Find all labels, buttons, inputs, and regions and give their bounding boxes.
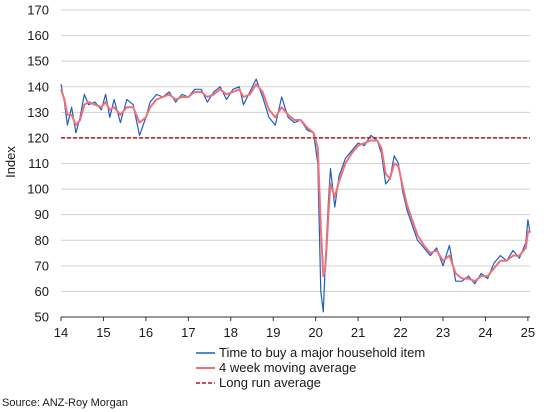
y-tick-label: 140 (27, 79, 49, 94)
series-line-moving-average (60, 83, 531, 283)
x-tick-label: 20 (308, 325, 322, 340)
y-tick-label: 90 (35, 207, 49, 222)
x-tick-label: 14 (54, 325, 68, 340)
y-tick-label: 130 (27, 105, 49, 120)
y-tick-label: 170 (27, 3, 49, 18)
x-tick-label: 21 (351, 325, 365, 340)
y-tick-label: 120 (27, 130, 49, 145)
y-tick-labels: 50 60 70 80 90 100 110 120 130 140 150 160 170 (27, 3, 49, 325)
x-tick-label: 15 (96, 325, 110, 340)
x-tick-label: 23 (436, 325, 450, 340)
legend-label-2: Long run average (219, 375, 321, 390)
x-tick-label: 22 (393, 325, 407, 340)
y-tick-label: 160 (27, 28, 49, 43)
y-tick-label: 150 (27, 54, 49, 69)
y-tick-label: 50 (35, 310, 49, 325)
x-tick-label: 16 (139, 325, 153, 340)
y-axis-title: Index (3, 146, 18, 178)
gridlines (61, 9, 530, 292)
x-tick-label: 17 (181, 325, 195, 340)
series-lines (60, 78, 531, 313)
x-tick-label: 24 (478, 325, 492, 340)
x-tick-label: 18 (224, 325, 238, 340)
y-tick-label: 80 (35, 233, 49, 248)
legend-label-1: 4 week moving average (219, 360, 356, 375)
y-tick-label: 110 (28, 156, 49, 171)
y-tick-label: 100 (27, 182, 49, 197)
y-tick-label: 70 (35, 258, 49, 273)
legend-label-0: Time to buy a major household item (219, 345, 425, 360)
x-tick-label: 25 (521, 325, 535, 340)
y-tick-label: 60 (35, 284, 49, 299)
source-note: Source: ANZ-Roy Morgan (2, 397, 128, 409)
x-tick-labels: 14 15 16 17 18 19 20 21 22 23 24 25 (54, 317, 535, 340)
legend: Time to buy a major household item 4 wee… (196, 345, 425, 390)
x-tick-label: 19 (266, 325, 280, 340)
